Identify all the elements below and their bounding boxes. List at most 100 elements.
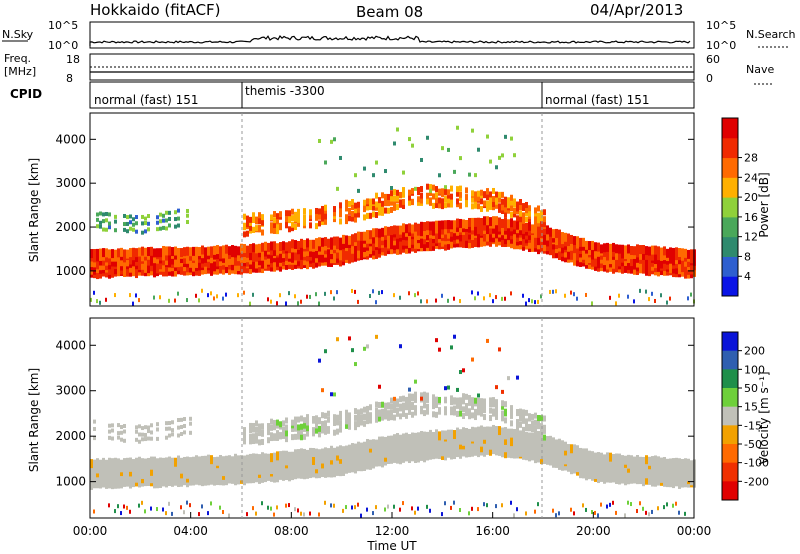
heatmap-cell [357, 231, 360, 241]
heatmap-cell [426, 192, 429, 199]
heatmap-cell [381, 449, 384, 459]
heatmap-cell [612, 255, 615, 265]
heatmap-cell [192, 472, 195, 482]
heatmap-cell [558, 443, 561, 453]
velocity-colorbar-label: Velocity [m s⁻¹] [757, 371, 771, 464]
heatmap-cell [657, 267, 660, 277]
heatmap-cell [666, 260, 669, 270]
heatmap-cell [438, 347, 441, 352]
heatmap-cell [150, 430, 153, 435]
colorbar-tick: 8 [744, 250, 751, 263]
heatmap-cell [483, 502, 485, 507]
heatmap-cell [141, 230, 144, 235]
heatmap-cell [189, 263, 192, 273]
heatmap-cell [483, 237, 486, 247]
heatmap-cell [435, 429, 438, 439]
heatmap-cell [471, 290, 473, 295]
heatmap-cell [357, 188, 360, 193]
heatmap-cell [318, 237, 321, 247]
heatmap-cell [534, 454, 537, 464]
heatmap-cell [405, 412, 408, 419]
heatmap-cell [651, 465, 654, 475]
heatmap-cell [303, 422, 306, 429]
heatmap-cell [291, 215, 294, 222]
heatmap-cell [168, 501, 170, 506]
heatmap-cell [339, 202, 342, 209]
heatmap-cell [255, 458, 258, 468]
heatmap-cell [162, 245, 165, 255]
heatmap-cell [507, 231, 510, 241]
heatmap-cell [510, 408, 513, 415]
heatmap-cell [432, 193, 435, 200]
heatmap-cell [417, 186, 420, 193]
heatmap-cell [162, 470, 165, 480]
heatmap-cell [498, 222, 501, 232]
heatmap-cell [513, 153, 516, 158]
heatmap-cell [534, 419, 537, 426]
heatmap-cell [111, 476, 114, 486]
heatmap-cell [258, 428, 261, 435]
heatmap-cell [168, 223, 171, 228]
heatmap-cell [294, 211, 297, 218]
heatmap-cell [594, 469, 597, 479]
heatmap-cell [105, 253, 108, 263]
y-tick-label: 3000 [55, 384, 86, 398]
heatmap-cell [468, 172, 471, 177]
heatmap-cell [414, 293, 416, 298]
heatmap-cell [366, 418, 369, 425]
heatmap-cell [168, 210, 171, 215]
heatmap-cell [375, 407, 378, 414]
heatmap-cell [489, 225, 492, 235]
heatmap-cell [243, 463, 246, 473]
heatmap-cell [579, 237, 582, 247]
heatmap-cell [498, 155, 501, 160]
heatmap-cell [282, 471, 285, 481]
heatmap-cell [387, 226, 390, 236]
heatmap-cell [510, 218, 513, 228]
heatmap-cell [408, 244, 411, 254]
heatmap-cell [303, 208, 306, 215]
heatmap-cell [288, 249, 291, 259]
heatmap-cell [123, 458, 126, 468]
heatmap-cell [111, 257, 114, 267]
heatmap-cell [459, 397, 462, 404]
heatmap-cell [459, 202, 462, 209]
heatmap-cell [555, 228, 558, 238]
heatmap-cell [618, 467, 621, 477]
heatmap-cell [315, 223, 318, 230]
heatmap-cell [444, 501, 446, 506]
heatmap-cell [522, 217, 525, 224]
heatmap-cell [153, 456, 156, 466]
heatmap-cell [402, 198, 405, 205]
heatmap-cell [333, 447, 336, 457]
heatmap-cell [459, 440, 462, 450]
heatmap-cell [447, 229, 450, 239]
heatmap-cell [399, 434, 402, 444]
heatmap-cell [306, 430, 309, 437]
heatmap-cell [90, 459, 93, 469]
heatmap-cell [432, 432, 435, 442]
heatmap-cell [441, 512, 443, 517]
heatmap-cell [357, 446, 360, 456]
heatmap-cell [246, 230, 249, 237]
heatmap-cell [183, 510, 185, 515]
heatmap-cell [147, 429, 150, 434]
heatmap-cell [477, 448, 480, 458]
heatmap-cell [210, 254, 213, 264]
heatmap-cell [642, 464, 645, 474]
heatmap-cell [357, 458, 360, 468]
heatmap-cell [120, 459, 123, 469]
heatmap-cell [510, 291, 512, 296]
heatmap-cell [468, 428, 471, 438]
heatmap-cell [411, 224, 414, 234]
heatmap-cell [513, 433, 516, 443]
heatmap-cell [210, 472, 213, 482]
heatmap-cell [303, 470, 306, 480]
heatmap-cell [93, 436, 96, 441]
heatmap-cell [387, 410, 390, 417]
heatmap-cell [177, 208, 180, 213]
heatmap-cell [495, 202, 498, 209]
heatmap-cell [522, 221, 525, 231]
heatmap-cell [246, 253, 249, 263]
heatmap-cell [180, 432, 183, 437]
